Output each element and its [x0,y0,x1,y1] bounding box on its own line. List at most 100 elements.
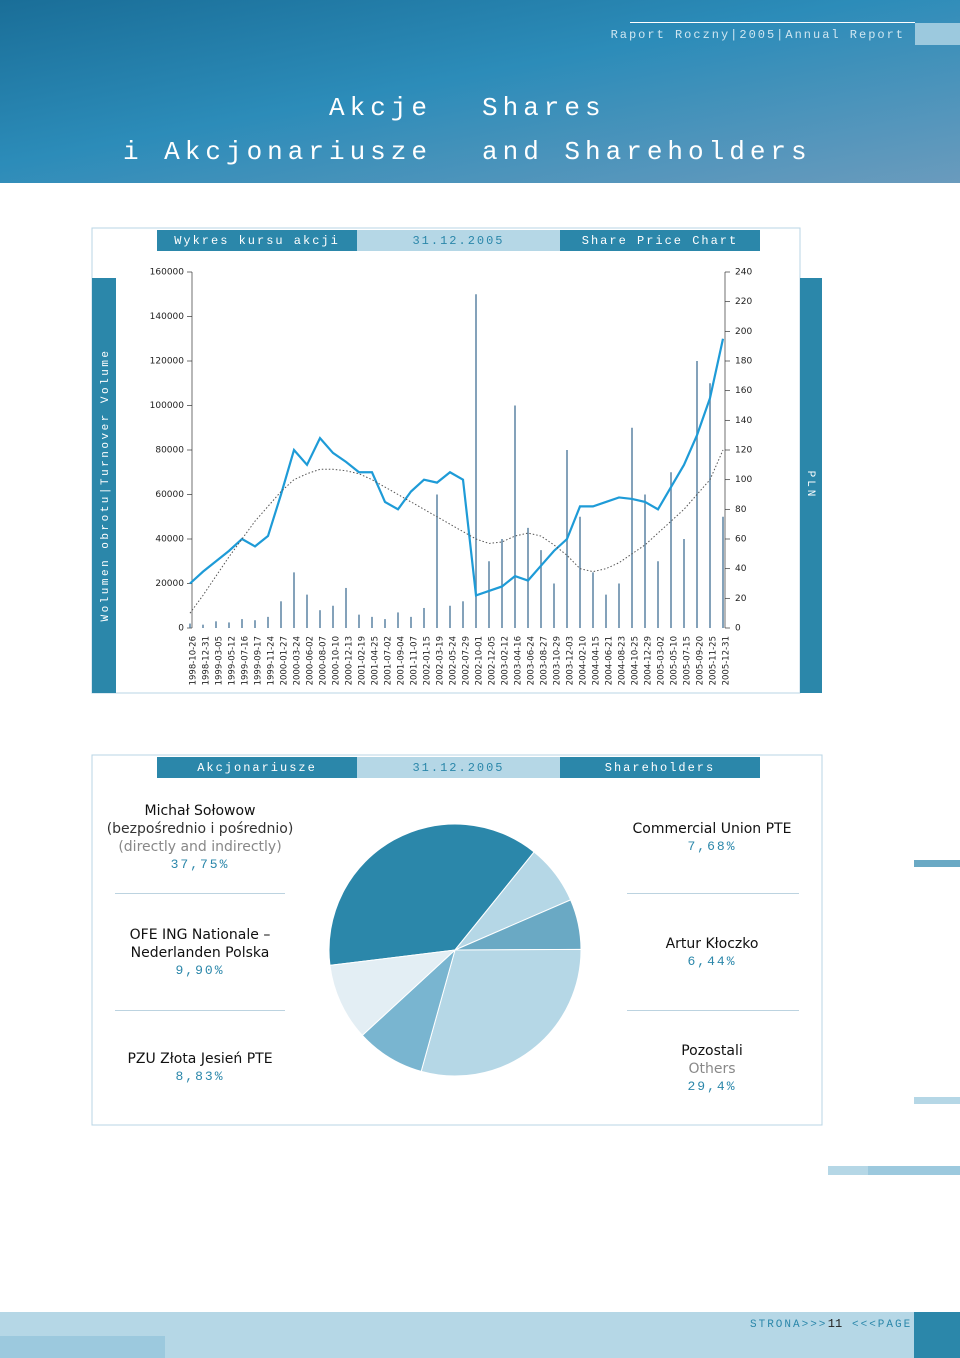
volume-bar [631,427,633,628]
y2-tick-label: 60 [735,535,747,545]
separator [627,1010,799,1011]
header-bar [157,757,357,778]
x-tick-label: 2002-01-15 [423,636,433,685]
x-tick-label: 2005-12-31 [722,636,732,685]
x-tick-label: 2000-08-07 [319,636,329,685]
x-tick-label: 2004-02-10 [579,636,589,685]
volume-bar [241,619,243,628]
volume-bar [709,383,711,628]
x-tick-label: 2005-09-20 [696,636,706,685]
volume-bar [488,561,490,628]
x-tick-label: 2003-12-03 [566,636,576,685]
volume-bar [618,583,620,628]
x-tick-label: 2005-11-25 [709,636,719,685]
volume-bar [228,622,230,628]
footer-text: <<<PAGE [852,1319,912,1331]
volume-bar [592,572,594,628]
y-tick-label: 20000 [155,579,184,589]
volume-bar [670,472,672,628]
volume-bar [462,601,464,628]
label-text: 6,44% [687,954,737,969]
y-tick-label: 0 [178,624,184,634]
y2-tick-label: 180 [735,357,752,367]
volume-bar [345,587,347,628]
x-tick-label: 1999-03-05 [215,636,225,685]
x-tick-label: 2000-03-24 [293,636,303,685]
pie-slice [329,949,457,1037]
footer-band [914,1312,960,1358]
x-tick-label: 2000-12-13 [345,636,355,685]
y2-axis-label: PLN [804,471,816,500]
volume-bar [423,607,425,628]
pie-frame [91,754,823,1126]
label-text: Commercial Union PTE [632,821,792,837]
volume-bar [267,616,269,628]
volume-bar [514,405,516,628]
volume-bar [254,620,256,628]
header-text: Shareholders [605,761,715,775]
label-text: 7,68% [687,839,737,854]
x-tick-label: 2005-03-02 [657,636,667,685]
x-tick-label: 2000-01-27 [280,636,290,685]
x-tick-label: 2003-08-27 [540,636,550,685]
header-text: Wykres kursu akcji [174,234,340,248]
label-text: 29,4% [687,1079,737,1094]
x-tick-label: 2005-05-10 [670,636,680,685]
label-text: 9,90% [175,963,225,978]
x-tick-label: 2001-11-07 [410,636,420,685]
x-tick-label: 2001-04-25 [371,636,381,685]
y2-tick-label: 160 [735,386,752,396]
volume-bar [436,494,438,628]
x-tick-label: 2003-04-16 [514,636,524,685]
chart-frame [91,227,801,694]
x-tick-label: 2003-10-29 [553,636,563,685]
label-text: OFE ING Nationale – Nederlanden Polska [129,927,271,961]
pie-label: PZU Złota Jesień PTE 8,83% [105,1050,295,1086]
tab [915,23,960,45]
footer-text: STRONA>>> [750,1319,827,1331]
price-line [189,338,725,597]
header-bar [357,230,560,251]
x-tick-label: 1999-09-17 [254,636,264,685]
pie-label: Pozostali Others 29,4% [617,1042,807,1096]
y-tick-label: 40000 [155,535,184,545]
volume-bar [475,294,477,628]
x-tick-label: 1998-12-31 [202,636,212,685]
volume-bar [501,539,503,628]
label-text: Others [688,1061,736,1077]
volume-bar [644,494,646,628]
volume-bar [319,610,321,628]
volume-bar [410,616,412,628]
x-tick-label: 1999-07-16 [241,636,251,685]
header-text: 31.12.2005 [412,234,504,248]
running-head: Raport Roczny|2005|Annual Report [611,28,905,42]
deco [868,1166,960,1175]
y2-tick-label: 0 [735,624,741,634]
y2-tick-label: 100 [735,475,752,485]
header-bar [157,230,357,251]
x-tick-label: 2004-08-23 [618,636,628,685]
volume-bar [384,619,386,628]
volume-bar [280,601,282,628]
x-tick-label: 1999-05-12 [228,636,238,685]
x-tick-label: 2002-07-29 [462,636,472,685]
x-tick-label: 2004-12-29 [644,636,654,685]
label-text: Artur Kłoczko [665,936,759,952]
label-text: (directly and indirectly) [118,839,282,855]
y2-tick-label: 40 [735,564,747,574]
x-tick-label: 2002-03-19 [436,636,446,685]
x-tick-label: 2004-06-21 [605,636,615,685]
volume-bar [722,516,724,628]
header-bar [357,757,560,778]
x-tick-label: 2001-07-02 [384,636,394,685]
separator [115,1010,285,1011]
volume-bar [553,583,555,628]
label-text: Pozostali [681,1043,743,1059]
volume-bar [293,572,295,628]
x-tick-label: 2004-10-25 [631,636,641,685]
x-tick-label: 2004-04-15 [592,636,602,685]
volume-bar [306,594,308,628]
y-tick-label: 120000 [150,357,185,367]
